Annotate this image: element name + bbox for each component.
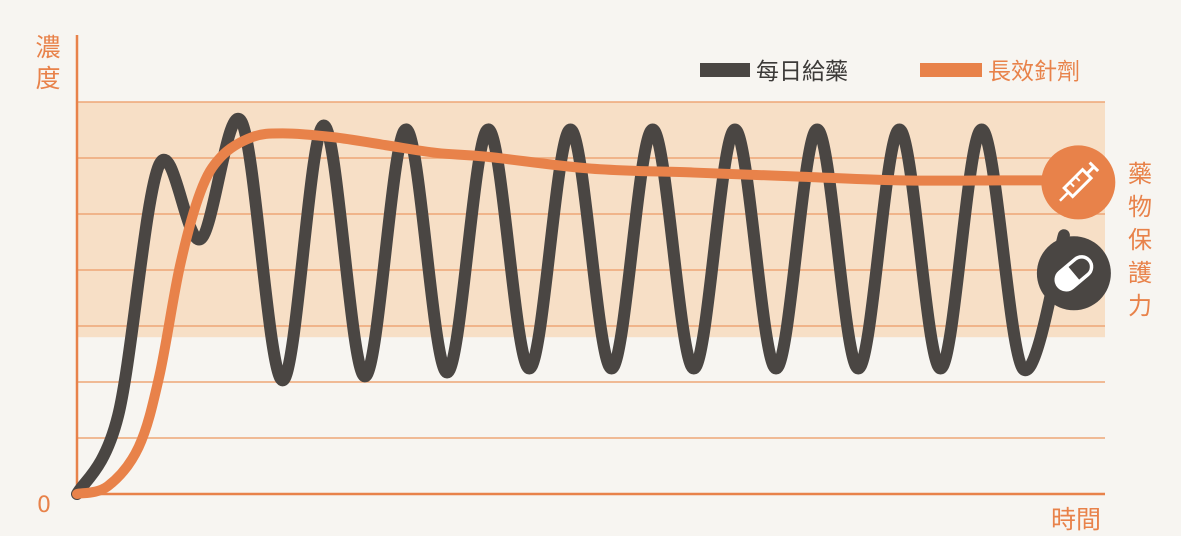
legend: 每日給藥 長效針劑 [700,59,1080,85]
legend-item-daily: 每日給藥 [700,59,848,85]
legend-swatch-daily [700,63,750,77]
protection-band-label: 藥物保護力 [1128,160,1152,320]
legend-item-long-acting: 長效針劑 [920,59,1080,85]
origin-label: 0 [37,493,51,518]
x-axis-label: 時間 [1051,505,1101,534]
legend-label-long-acting: 長效針劑 [988,59,1080,85]
syringe-icon [1041,145,1116,220]
pill-icon [1036,236,1111,311]
legend-swatch-long-acting [920,63,982,77]
y-axis-label: 濃度 [35,33,60,93]
legend-label-daily: 每日給藥 [756,59,848,85]
series-line-long-acting [72,128,1049,499]
